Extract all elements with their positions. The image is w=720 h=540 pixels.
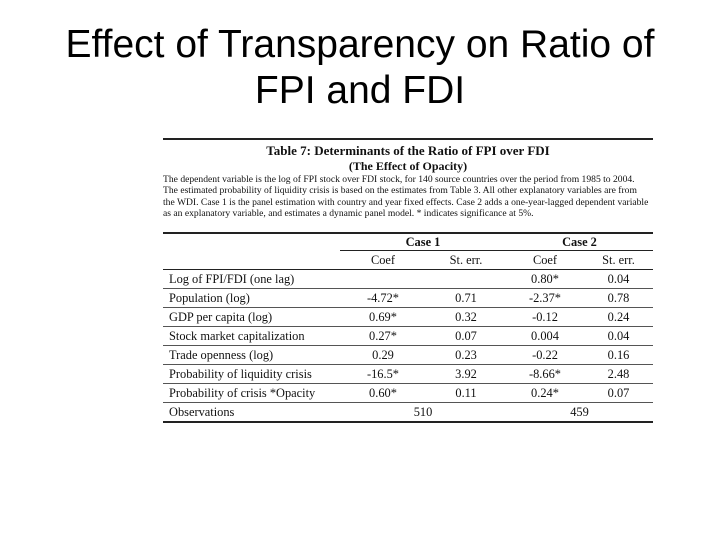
column-header-row: Coef St. err. Coef St. err.	[163, 250, 653, 271]
row-label: Stock market capitalization	[163, 326, 340, 347]
table-row: GDP per capita (log) 0.69* 0.32 -0.12 0.…	[163, 307, 653, 328]
case-2-coef: 0.24*	[506, 383, 584, 404]
row-label: Population (log)	[163, 288, 340, 309]
case-2-se-header: St. err.	[584, 250, 653, 271]
case-1-coef: -16.5*	[340, 364, 426, 385]
table-row: Trade openness (log) 0.29 0.23 -0.22 0.1…	[163, 345, 653, 366]
table-row: Stock market capitalization 0.27* 0.07 0…	[163, 326, 653, 347]
case-2-se: 0.07	[584, 383, 653, 404]
case-1-coef	[340, 269, 426, 290]
row-label: Probability of crisis *Opacity	[163, 383, 340, 404]
case-1-se: 0.23	[426, 345, 506, 366]
case-2-coef: 0.80*	[506, 269, 584, 290]
case-2-se: 0.16	[584, 345, 653, 366]
case-2-coef: -2.37*	[506, 288, 584, 309]
case-2-se: 0.24	[584, 307, 653, 328]
case-2-se: 0.04	[584, 326, 653, 347]
regression-table: Table 7: Determinants of the Ratio of FP…	[163, 138, 653, 424]
row-label: Trade openness (log)	[163, 345, 340, 366]
slide-title-line-1: Effect of Transparency on Ratio of	[65, 23, 655, 66]
observations-row: Observations 510 459	[163, 402, 653, 424]
table-top-rule	[163, 138, 653, 140]
case-1-coef: 0.60*	[340, 383, 426, 404]
case-1-se: 0.71	[426, 288, 506, 309]
case-1-se: 0.32	[426, 307, 506, 328]
table-title: Table 7: Determinants of the Ratio of FP…	[266, 143, 550, 158]
case-2-se: 2.48	[584, 364, 653, 385]
table-row: Log of FPI/FDI (one lag) 0.80* 0.04	[163, 269, 653, 290]
row-label: Log of FPI/FDI (one lag)	[163, 269, 340, 290]
case-1-se: 0.11	[426, 383, 506, 404]
table-subtitle: (The Effect of Opacity)	[348, 159, 468, 173]
row-label: GDP per capita (log)	[163, 307, 340, 328]
slide-title-line-2: FPI and FDI	[254, 69, 466, 112]
case-1-se-header: St. err.	[426, 250, 506, 271]
case-1-coef: 0.27*	[340, 326, 426, 347]
table-row: Population (log) -4.72* 0.71 -2.37* 0.78	[163, 288, 653, 309]
case-1-coef-header: Coef	[340, 250, 426, 271]
table-note: The dependent variable is the log of FPI…	[163, 174, 649, 219]
results-table: Case 1 Case 2 Coef St. err. Coef St. err…	[163, 232, 653, 424]
case-1-se: 3.92	[426, 364, 506, 385]
case-header-blank	[163, 232, 340, 251]
case-1-coef: 0.69*	[340, 307, 426, 328]
column-header-blank	[163, 250, 340, 271]
case-1-header: Case 1	[340, 232, 506, 252]
case-2-se: 0.04	[584, 269, 653, 290]
case-1-se	[426, 269, 506, 290]
case-1-coef: -4.72*	[340, 288, 426, 309]
case-1-observations: 510	[340, 402, 506, 424]
case-2-coef: 0.004	[506, 326, 584, 347]
row-label: Probability of liquidity crisis	[163, 364, 340, 385]
case-2-se: 0.78	[584, 288, 653, 309]
case-2-coef: -0.12	[506, 307, 584, 328]
table-row: Probability of crisis *Opacity 0.60* 0.1…	[163, 383, 653, 404]
case-2-coef-header: Coef	[506, 250, 584, 271]
table-row: Probability of liquidity crisis -16.5* 3…	[163, 364, 653, 385]
slide-title: Effect of Transparency on Ratio of FPI a…	[0, 22, 720, 114]
case-2-coef: -8.66*	[506, 364, 584, 385]
case-2-observations: 459	[506, 402, 653, 424]
case-1-coef: 0.29	[340, 345, 426, 366]
case-2-header: Case 2	[506, 232, 653, 252]
case-header-row: Case 1 Case 2	[163, 232, 653, 252]
case-1-se: 0.07	[426, 326, 506, 347]
observations-label: Observations	[163, 402, 340, 424]
case-2-coef: -0.22	[506, 345, 584, 366]
